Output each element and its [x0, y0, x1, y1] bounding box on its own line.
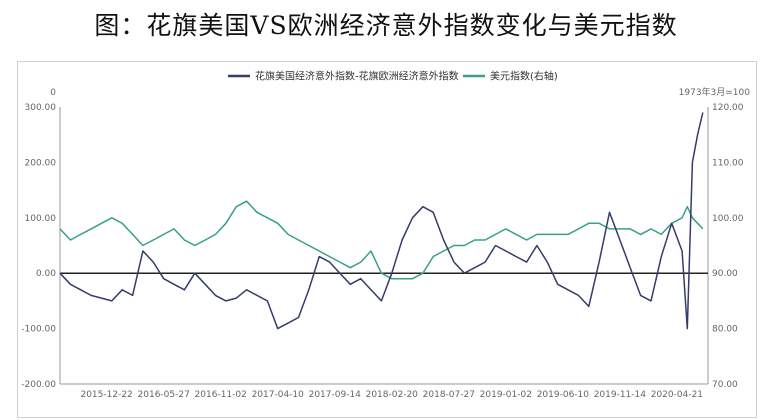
legend-label: 花旗美国经济意外指数-花旗欧洲经济意外指数: [255, 70, 459, 83]
left-tick-label: 200.00: [25, 158, 57, 168]
x-tick-label: 2019-06-10: [537, 390, 590, 400]
x-tick-label: 2019-11-14: [594, 390, 647, 400]
right-tick-label: 90.00: [712, 269, 738, 279]
right-tick-label: 80.00: [712, 325, 738, 335]
series-line-spread: [59, 112, 704, 330]
x-tick-label: 2017-09-14: [309, 390, 362, 400]
chart-frame: 300.00 200.00 100.00 0.00 -100.00 -200.00 120.…: [17, 61, 757, 418]
x-tick-label: 2016-11-02: [195, 390, 247, 400]
x-tick-label: 2016-05-27: [138, 390, 190, 400]
x-tick-label: 2015-12-22: [80, 390, 132, 400]
x-tick-label: 2017-04-10: [252, 390, 305, 400]
left-tick-label: 100.00: [25, 214, 57, 224]
left-tick-label: 300.00: [25, 103, 57, 113]
x-tick-label: 2019-01-02: [480, 390, 532, 400]
right-tick-label: 70.00: [712, 380, 738, 390]
left-tick-label: 0.00: [36, 269, 56, 279]
x-tick-label: 2020-04-21: [651, 390, 703, 400]
right-tick-label: 100.00: [712, 214, 744, 224]
right-tick-label: 120.00: [712, 103, 744, 113]
right-tick-label: 110.00: [712, 158, 744, 168]
series-line-dollar-index: [59, 200, 704, 280]
chart-svg: 300.00 200.00 100.00 0.00 -100.00 -200.00 120.…: [21, 70, 751, 401]
x-tick-label: 2018-07-27: [423, 390, 475, 400]
chart-title: 图：花旗美国VS欧洲经济意外指数变化与美元指数: [94, 11, 678, 40]
left-axis-top-label: 0: [50, 88, 56, 98]
legend-label: 美元指数(右轴): [490, 70, 558, 83]
x-tick-label: 2018-02-20: [366, 390, 419, 400]
left-tick-label: -100.00: [21, 325, 56, 335]
left-tick-label: -200.00: [21, 380, 56, 390]
right-axis-top-label: 1973年3月=100: [679, 86, 751, 98]
